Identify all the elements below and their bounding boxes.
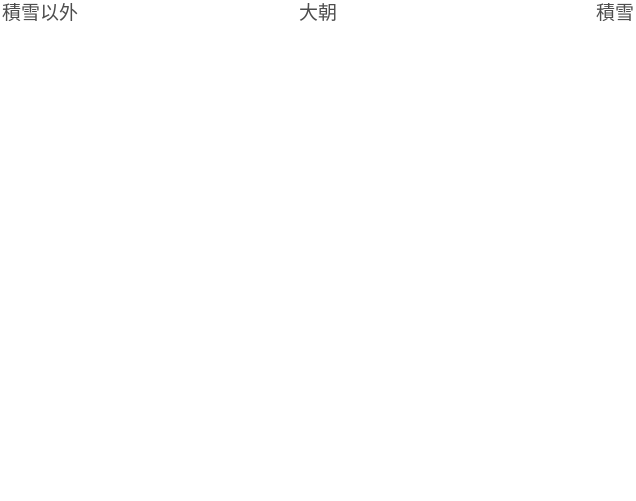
chart-container: 積雪以外 大朝 積雪 (0, 0, 636, 501)
chart-plot-area (0, 0, 636, 501)
